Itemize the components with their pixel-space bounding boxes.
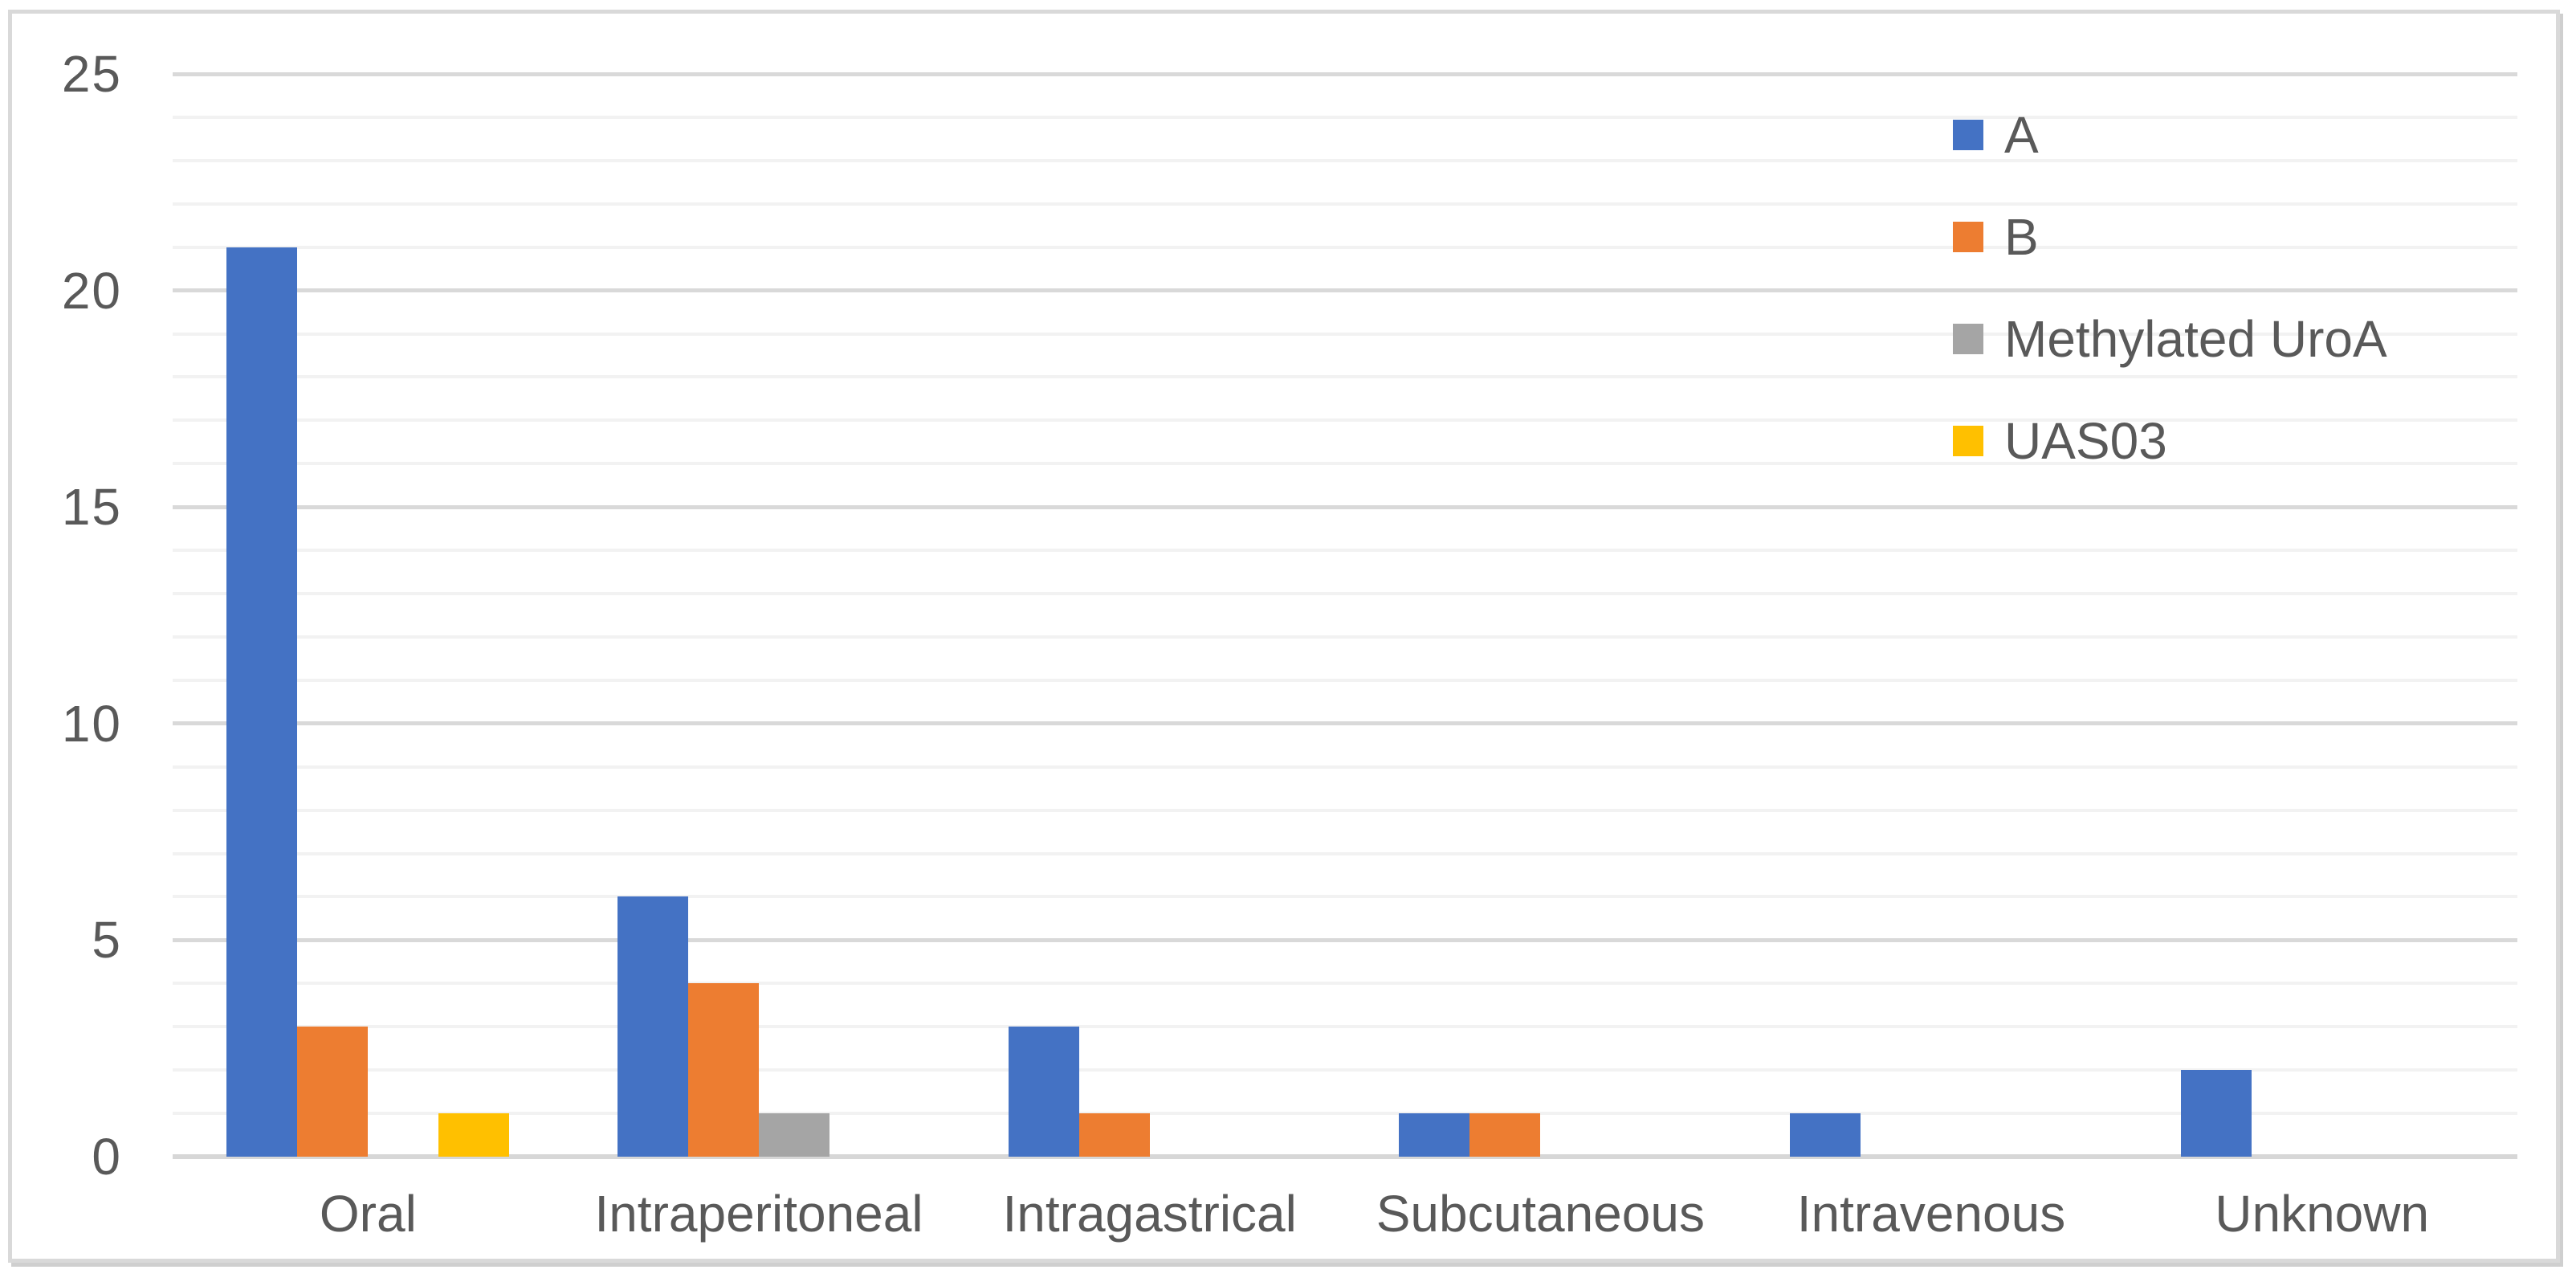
x-category-label-unknown: Unknown (2215, 1185, 2430, 1243)
bar-a-intravenous (1790, 1113, 1861, 1157)
x-category-label-intragastrical: Intragastrical (1002, 1185, 1297, 1243)
x-category-label-intraperitoneal: Intraperitoneal (594, 1185, 923, 1243)
major-gridline (173, 71, 2517, 76)
minor-gridline (173, 851, 2517, 855)
minor-gridline (173, 635, 2517, 639)
minor-gridline (173, 332, 2517, 336)
bar-b-subcutaneous (1469, 1113, 1541, 1157)
legend-item-methylated-uroa: Methylated UroA (1953, 288, 2387, 390)
minor-gridline (173, 592, 2517, 596)
minor-gridline (173, 418, 2517, 423)
minor-gridline (173, 808, 2517, 812)
minor-gridline (173, 1025, 2517, 1029)
plot-area (173, 71, 2517, 1159)
legend-label: Methylated UroA (2004, 309, 2387, 368)
bar-a-subcutaneous (1399, 1113, 1470, 1157)
legend-label: A (2004, 105, 2039, 164)
major-gridline (173, 504, 2517, 509)
x-category-label-subcutaneous: Subcutaneous (1376, 1185, 1705, 1243)
minor-gridline (173, 678, 2517, 682)
y-tick-label: 25 (61, 45, 122, 103)
legend-label: UAS03 (2004, 411, 2167, 470)
x-category-label-oral: Oral (319, 1185, 417, 1243)
bar-a-oral (226, 247, 298, 1157)
minor-gridline (173, 1068, 2517, 1072)
major-gridline (173, 288, 2517, 293)
legend: A B Methylated UroA UAS03 (1953, 84, 2387, 492)
minor-gridline (173, 549, 2517, 553)
y-tick-label: 20 (61, 261, 122, 320)
bar-b-oral (297, 1027, 369, 1157)
legend-label: B (2004, 207, 2039, 266)
major-gridline (173, 721, 2517, 726)
bar-methylated-uroa-intraperitoneal (759, 1113, 829, 1157)
legend-swatch-icon (1953, 323, 1983, 354)
y-tick-label: 10 (61, 694, 122, 753)
minor-gridline (173, 982, 2517, 986)
y-tick-label: 0 (92, 1128, 122, 1186)
minor-gridline (173, 375, 2517, 379)
bar-a-unknown (2180, 1070, 2252, 1157)
minor-gridline (173, 158, 2517, 162)
x-axis-line (173, 1154, 2517, 1159)
minor-gridline (173, 115, 2517, 119)
minor-gridline (173, 895, 2517, 899)
bar-b-intraperitoneal (688, 983, 759, 1157)
minor-gridline (173, 245, 2517, 249)
minor-gridline (173, 462, 2517, 466)
bar-a-intragastrical (1008, 1027, 1079, 1157)
x-category-label-intravenous: Intravenous (1796, 1185, 2066, 1243)
bar-a-intraperitoneal (618, 896, 688, 1157)
legend-item-a: A (1953, 84, 2387, 186)
bar-b-intragastrical (1078, 1113, 1150, 1157)
legend-item-uas03: UAS03 (1953, 390, 2387, 492)
legend-swatch-icon (1953, 425, 1983, 456)
legend-swatch-icon (1953, 119, 1983, 150)
y-tick-label: 15 (61, 478, 122, 537)
minor-gridline (173, 1112, 2517, 1116)
legend-item-b: B (1953, 186, 2387, 288)
major-gridline (173, 937, 2517, 942)
y-tick-label: 5 (92, 911, 122, 970)
legend-swatch-icon (1953, 221, 1983, 252)
bar-uas03-oral (438, 1113, 510, 1157)
minor-gridline (173, 202, 2517, 206)
minor-gridline (173, 765, 2517, 769)
